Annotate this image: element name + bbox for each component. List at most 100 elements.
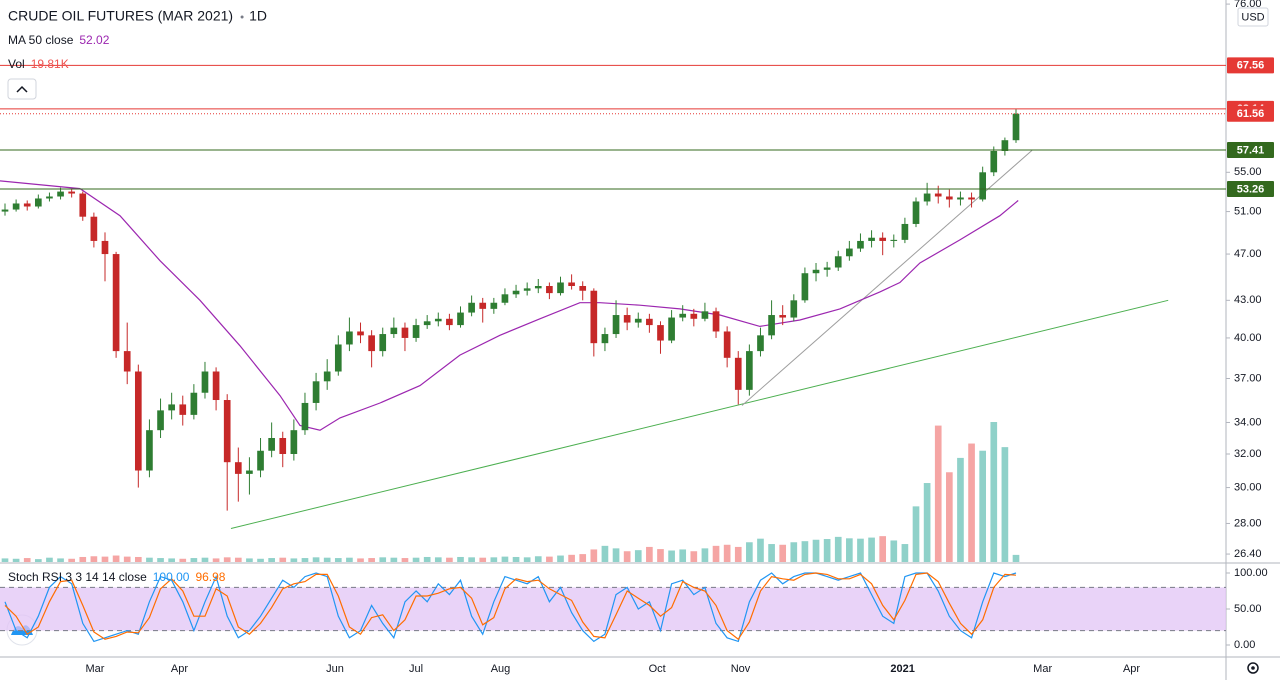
candle-body xyxy=(868,237,875,241)
volume-bar xyxy=(568,554,575,562)
candle-body xyxy=(846,248,853,257)
volume-bar xyxy=(1012,554,1020,562)
volume-bar xyxy=(23,558,31,562)
collapse-button-box[interactable] xyxy=(7,78,37,100)
volume-bar xyxy=(757,538,764,562)
volume-bar xyxy=(846,538,853,562)
price-level-box xyxy=(1227,141,1274,158)
candle-body xyxy=(912,201,920,224)
candle-body xyxy=(90,216,98,241)
volume-bar xyxy=(946,472,953,562)
volume-bar xyxy=(212,558,220,562)
volume-bar xyxy=(334,558,342,562)
candle-body xyxy=(1,209,9,212)
volume-bar xyxy=(579,554,587,562)
candle-body xyxy=(623,315,631,323)
y-tick-label: 47.00 xyxy=(1234,248,1262,260)
candle-body xyxy=(223,400,231,463)
candle-body xyxy=(601,334,609,344)
volume-bar xyxy=(46,557,53,562)
volume-bar xyxy=(412,557,420,562)
candle-body xyxy=(12,203,20,210)
candle-body xyxy=(68,191,75,194)
volume-bar xyxy=(79,556,87,562)
candle-body xyxy=(168,404,175,411)
candle-body xyxy=(790,300,798,318)
volume-bar xyxy=(246,558,253,562)
currency-box[interactable] xyxy=(1237,7,1269,27)
volume-bar xyxy=(701,548,709,562)
volume-bar xyxy=(357,558,364,562)
volume-bar xyxy=(657,549,664,562)
x-tick-label: Jun xyxy=(326,663,344,675)
volume-bar xyxy=(712,545,720,562)
candle-body xyxy=(901,223,909,240)
candle-body xyxy=(134,371,142,471)
candle-body xyxy=(157,410,164,431)
candle-body xyxy=(379,334,387,352)
volume-bar xyxy=(957,457,964,562)
candle-body xyxy=(1001,140,1009,151)
y-tick-label: 43.00 xyxy=(1234,294,1262,306)
candle-body xyxy=(190,392,198,415)
volume-bar xyxy=(468,557,475,562)
x-tick-label: Jul xyxy=(409,663,423,675)
candle-body xyxy=(34,198,42,207)
volume-bar xyxy=(401,558,409,562)
candle-body xyxy=(401,327,409,338)
candle-body xyxy=(468,302,475,313)
volume-bar xyxy=(90,556,98,562)
ma-legend-value: 52.02 xyxy=(79,33,109,47)
vol-legend-value: 19.81K xyxy=(31,57,69,71)
candle-body xyxy=(390,327,398,335)
collapse-button[interactable] xyxy=(7,78,37,100)
candle-body xyxy=(301,402,309,431)
volume-bar xyxy=(234,557,242,562)
candle-body xyxy=(823,267,831,270)
candle-body xyxy=(312,381,320,403)
legend-separator xyxy=(240,15,244,19)
candle-body xyxy=(579,286,587,291)
candle-body xyxy=(690,313,698,319)
candle-body xyxy=(179,404,187,415)
volume-bar xyxy=(746,542,753,562)
candle-body xyxy=(801,273,809,301)
candle-body xyxy=(501,294,509,303)
x-tick-label: Apr xyxy=(1123,663,1140,675)
volume-bar xyxy=(279,557,287,562)
x-tick-label: Aug xyxy=(491,663,511,675)
candle-body xyxy=(657,325,664,341)
volume-bar xyxy=(512,556,520,562)
y-tick-label: 32.00 xyxy=(1234,448,1262,460)
candle-body xyxy=(612,315,620,335)
stoch-d-value: 96.98 xyxy=(195,570,225,584)
volume-bar xyxy=(190,558,198,562)
volume-bar xyxy=(623,551,631,562)
candle-body xyxy=(334,344,342,372)
candle-body xyxy=(879,237,887,241)
settings-button[interactable] xyxy=(1247,662,1259,674)
ma-line xyxy=(0,180,1019,431)
y-tick-label: 28.00 xyxy=(1234,517,1262,529)
legend-interval: 1D xyxy=(249,8,267,24)
candle-body xyxy=(590,290,598,344)
volume-bar xyxy=(1001,447,1009,562)
candle-body xyxy=(779,315,787,318)
candle-body xyxy=(346,331,353,345)
candle-body xyxy=(557,282,564,294)
candle-body xyxy=(679,313,687,318)
currency-label[interactable]: USD xyxy=(1241,11,1264,23)
volume-bar xyxy=(979,450,987,562)
gear-icon[interactable] xyxy=(1247,662,1259,674)
candle-body xyxy=(290,430,298,455)
candle-body xyxy=(412,325,420,338)
volume-bar xyxy=(879,536,887,562)
y-tick-label: 40.00 xyxy=(1234,332,1262,344)
volume-bar xyxy=(779,544,787,562)
volume-bar xyxy=(679,549,687,562)
volume-bar xyxy=(934,425,942,562)
candle-body xyxy=(746,351,753,390)
volume-bar xyxy=(901,544,909,562)
volume-bar xyxy=(134,556,142,562)
